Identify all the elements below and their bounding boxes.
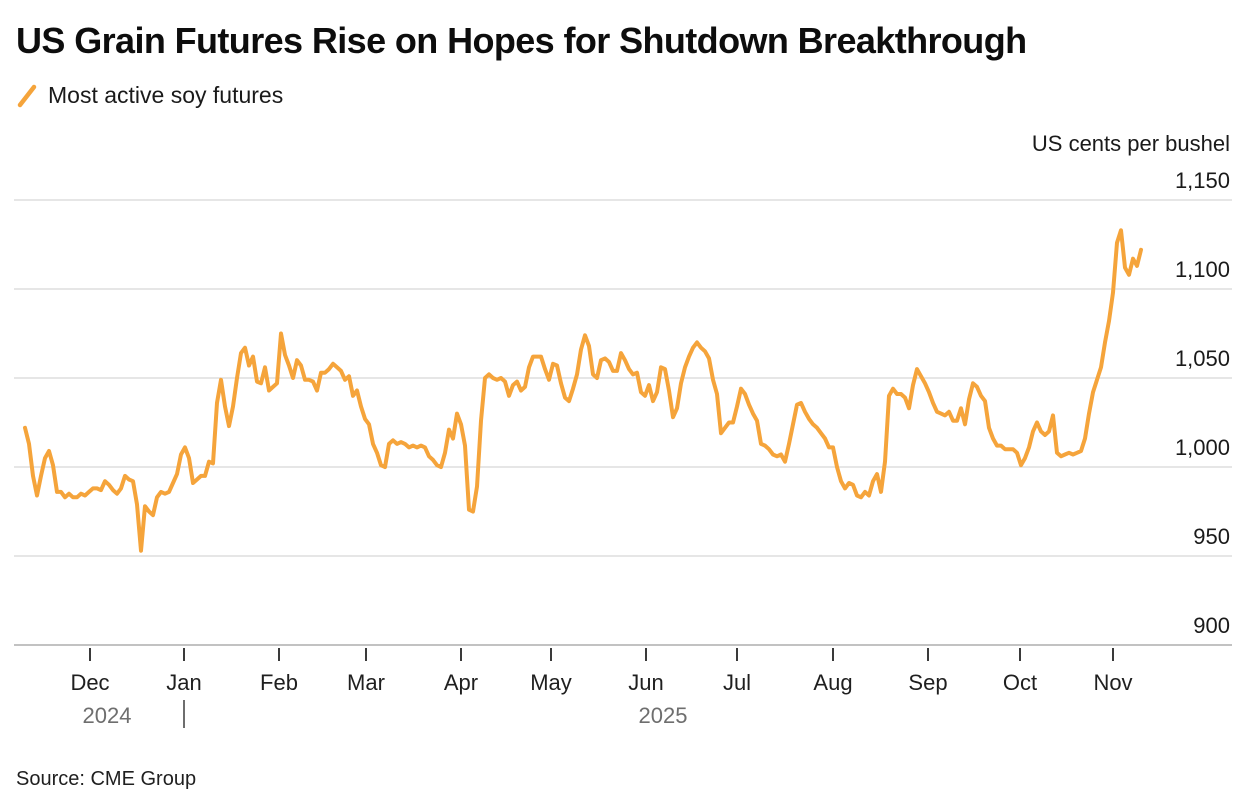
legend-label: Most active soy futures	[48, 82, 284, 108]
x-axis-month-label: Jul	[723, 670, 751, 695]
legend: Most active soy futures	[16, 82, 283, 109]
x-axis-month-label: May	[530, 670, 572, 695]
x-axis-month-label: Oct	[1003, 670, 1037, 695]
x-axis-month-label: Sep	[908, 670, 947, 695]
x-axis-month-label: Aug	[813, 670, 852, 695]
y-axis-tick-label: 1,000	[1175, 435, 1230, 460]
y-axis-unit-label: US cents per bushel	[1031, 131, 1230, 156]
x-axis-month-label: Apr	[444, 670, 478, 695]
source-attribution: Source: CME Group	[16, 768, 197, 790]
x-axis-month-label: Feb	[260, 670, 298, 695]
y-axis-tick-label: 1,050	[1175, 346, 1230, 371]
y-axis-tick-label: 900	[1193, 613, 1230, 638]
x-axis-month-label: Jun	[628, 670, 663, 695]
x-axis-month-label: Dec	[70, 670, 109, 695]
legend-line-marker-icon	[17, 84, 37, 107]
y-axis-tick-label: 950	[1193, 524, 1230, 549]
x-axis-month-label: Mar	[347, 670, 385, 695]
y-axis-tick-label: 1,100	[1175, 257, 1230, 282]
soy-futures-line-series	[23, 228, 1143, 553]
y-axis-tick-label: 1,150	[1175, 168, 1230, 193]
x-axis-month-label: Nov	[1093, 670, 1132, 695]
x-axis-year-label: 2024	[83, 703, 132, 728]
x-axis-year-label: 2025	[639, 703, 688, 728]
chart-title: US Grain Futures Rise on Hopes for Shutd…	[16, 20, 1027, 61]
x-axis-month-label: Jan	[166, 670, 201, 695]
